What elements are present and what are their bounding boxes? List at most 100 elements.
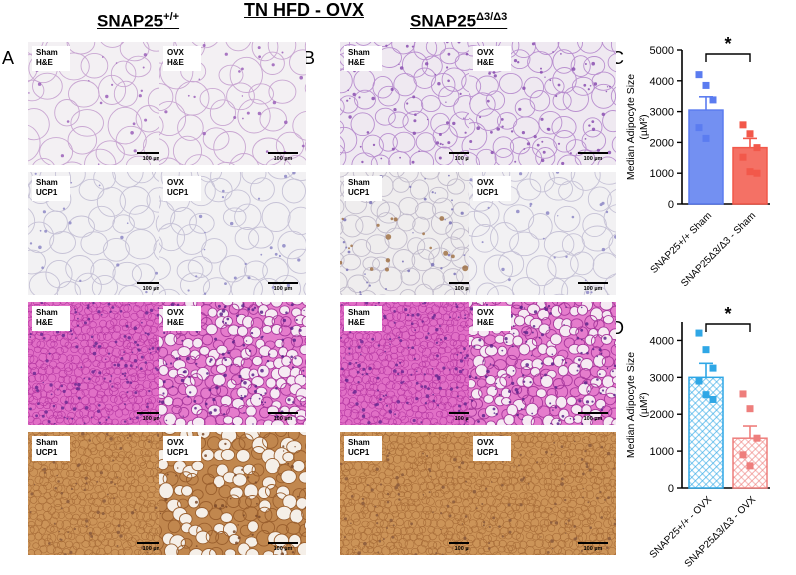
scale-bar-line [578,542,608,544]
y-tick-label: 0 [668,199,674,211]
data-point [696,330,703,337]
histology-tile: OVX UCP1 100 µm [159,172,306,295]
tile-label: OVX H&E [473,306,511,331]
bar [689,110,723,204]
scale-bar: 100 µm [268,282,298,292]
data-point [747,405,754,412]
panel-letter-a: A [2,48,14,69]
scale-bar-label: 100 µm [578,286,608,292]
y-tick-label: 0 [668,483,674,495]
scale-bar: 100 µm [578,282,608,292]
histology-tile: OVX UCP1 100 µm [469,432,616,555]
scale-bar-label: 100 µm [578,546,608,552]
data-point [740,121,747,128]
data-point [754,170,761,177]
y-tick-label: 3000 [650,107,674,119]
bar [733,148,767,204]
genotype-mutant-title: SNAP25Δ3/Δ3 [410,11,507,32]
data-point [747,168,754,175]
tile-label: Sham UCP1 [32,176,70,201]
y-tick-label: 4000 [650,335,674,347]
y-tick-label: 5000 [650,45,674,57]
genotype-mutant-base: SNAP25 [410,12,476,31]
genotype-wildtype-title: SNAP25+/+ [97,11,179,32]
significance-star: * [724,36,731,54]
chart-c: 0 1000 2000 3000 4000 5000 Median Adipocyte Si… [612,36,796,301]
y-axis-unit: (µM²) [638,392,650,417]
genotype-wildtype-sup: +/+ [163,11,179,23]
data-point [696,71,703,78]
data-point [696,378,703,385]
y-axis-label: Median Adipocyte Size [625,74,637,180]
tile-label: OVX UCP1 [163,436,201,461]
tile-label: Sham H&E [344,46,382,71]
scale-bar-line [268,542,298,544]
data-point [740,390,747,397]
tile-label: Sham UCP1 [344,176,382,201]
y-axis-unit: (µM²) [638,114,650,139]
tile-label: Sham H&E [32,46,70,71]
data-point [696,124,703,131]
data-point [747,130,754,137]
scale-bar-line [268,282,298,284]
data-point [740,154,747,161]
tile-label: OVX H&E [163,46,201,71]
genotype-mutant-sup: Δ3/Δ3 [476,11,507,23]
scale-bar-line [578,282,608,284]
data-point [703,346,710,353]
scale-bar: 100 µm [268,542,298,552]
y-tick-label: 4000 [650,76,674,88]
scale-bar-line [578,152,608,154]
x-tick-label: SNAP25Δ3/Δ3 - Sham [679,210,758,289]
significance-star: * [724,304,731,324]
histology-tile: OVX H&E 100 µm [159,42,306,165]
significance-bracket [706,54,750,62]
scale-bar: 100 µm [578,152,608,162]
scale-bar-line [268,152,298,154]
scale-bar-label: 100 µm [268,156,298,162]
scale-bar: 100 µm [578,542,608,552]
data-point [747,462,754,469]
histology-tile: OVX H&E 100 µm [469,302,616,425]
tile-label: Sham UCP1 [32,436,70,461]
y-axis-label: Median Adipocyte Size [625,352,637,458]
tile-label: OVX UCP1 [163,176,201,201]
scale-bar: 100 µm [268,152,298,162]
data-point [703,82,710,89]
scale-bar-line [268,412,298,414]
tile-label: Sham H&E [344,306,382,331]
data-point [710,96,717,103]
scale-bar-label: 100 µm [578,156,608,162]
tile-label: Sham UCP1 [344,436,382,461]
data-point [703,135,710,142]
y-tick-label: 1000 [650,446,674,458]
scale-bar-label: 100 µm [578,416,608,422]
scale-bar-label: 100 µm [268,546,298,552]
scale-bar-label: 100 µm [268,286,298,292]
scale-bar-label: 100 µm [268,416,298,422]
tile-label: OVX UCP1 [473,436,511,461]
data-point [710,396,717,403]
data-point [710,365,717,372]
data-point [703,391,710,398]
tile-label: Sham H&E [32,306,70,331]
data-point [754,435,761,442]
significance-bracket [706,324,750,332]
genotype-wildtype-base: SNAP25 [97,12,163,31]
scale-bar-line [578,412,608,414]
y-tick-label: 2000 [650,137,674,149]
y-tick-label: 1000 [650,168,674,180]
chart-c-svg: 0 1000 2000 3000 4000 5000 Median Adipocyte Si… [612,36,796,296]
